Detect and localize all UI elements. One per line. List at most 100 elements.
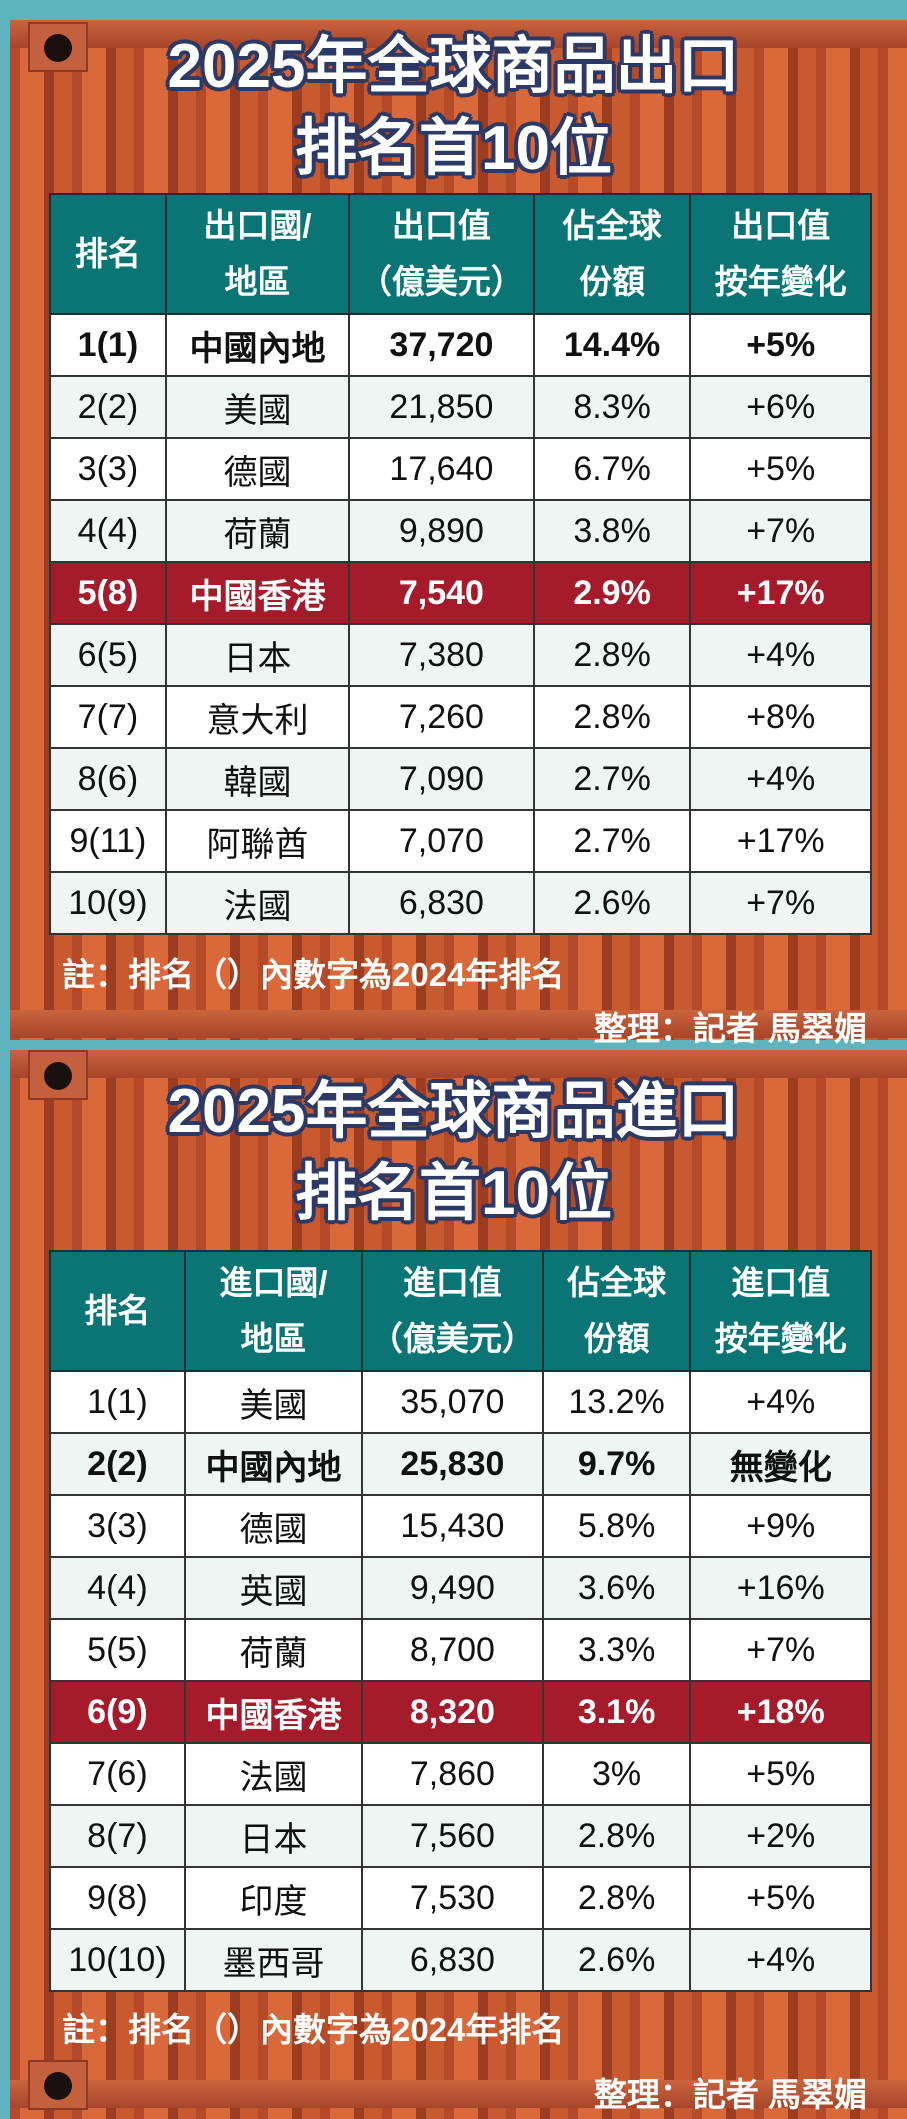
table-cell: 8,320	[361, 1680, 544, 1744]
table-row: 1(1) 美國 35,070 13.2% +4%	[49, 1370, 872, 1434]
table-cell: 2(2)	[49, 1432, 186, 1496]
import-credit: 整理：記者 馬翠媚	[593, 2076, 867, 2113]
container-rail	[10, 1050, 907, 1078]
column-header: 出口國/ 地區	[164, 193, 351, 315]
table-cell: 7,260	[348, 685, 535, 749]
table-cell: 意大利	[164, 685, 351, 749]
table-cell: +9%	[689, 1494, 872, 1558]
table-row: 2(2) 美國 21,850 8.3% +6%	[49, 375, 872, 439]
import-title-line2: 排名首10位	[295, 1159, 612, 1228]
table-cell: +16%	[689, 1556, 872, 1620]
table-row: 4(4) 英國 9,490 3.6% +16%	[49, 1556, 872, 1620]
table-row: 5(5) 荷蘭 8,700 3.3% +7%	[49, 1618, 872, 1682]
table-cell: 6,830	[361, 1928, 544, 1992]
table-cell: 17,640	[348, 437, 535, 501]
table-cell: 37,720	[348, 313, 535, 377]
table-cell: +4%	[689, 1370, 872, 1434]
column-header: 排名	[49, 1250, 186, 1372]
export-note: 註：排名（）內數字為2024年排名	[62, 956, 565, 993]
table-cell: 4(4)	[49, 1556, 186, 1620]
table-row: 10(9) 法國 6,830 2.6% +7%	[49, 871, 872, 935]
table-row: 8(7) 日本 7,560 2.8% +2%	[49, 1804, 872, 1868]
table-cell: 阿聯酋	[164, 809, 351, 873]
table-cell: +4%	[689, 1928, 872, 1992]
container-rail	[10, 1010, 907, 1038]
table-cell: 中國香港	[164, 561, 351, 625]
table-cell: 14.4%	[532, 313, 692, 377]
table-cell: 3.8%	[532, 499, 692, 563]
table-row: 9(11) 阿聯酋 7,070 2.7% +17%	[49, 809, 872, 873]
table-cell: 德國	[183, 1494, 364, 1558]
table-row: 6(5) 日本 7,380 2.8% +4%	[49, 623, 872, 687]
table-cell: 中國香港	[183, 1680, 364, 1744]
table-cell: 2.8%	[532, 623, 692, 687]
table-cell: 英國	[183, 1556, 364, 1620]
table-cell: +17%	[689, 809, 872, 873]
column-header: 進口國/ 地區	[183, 1250, 364, 1372]
table-row: 3(3) 德國 15,430 5.8% +9%	[49, 1494, 872, 1558]
table-cell: 荷蘭	[183, 1618, 364, 1682]
table-row: 8(6) 韓國 7,090 2.7% +4%	[49, 747, 872, 811]
table-cell: 日本	[164, 623, 351, 687]
import-ranking-table: 排名 進口國/ 地區 進口值 （億美元） 佔全球 份額 進口值 按年變化 1(1) 美國 35…	[49, 1250, 872, 1992]
column-header: 進口值 （億美元）	[361, 1250, 544, 1372]
container-corner-hole	[28, 1050, 88, 1100]
table-cell: 韓國	[164, 747, 351, 811]
table-cell: 荷蘭	[164, 499, 351, 563]
column-header: 出口值 按年變化	[689, 193, 872, 315]
table-cell: 35,070	[361, 1370, 544, 1434]
table-cell: +5%	[689, 1742, 872, 1806]
table-cell: 9,490	[361, 1556, 544, 1620]
table-row-highlighted: 6(9) 中國香港 8,320 3.1% +18%	[49, 1680, 872, 1744]
table-cell: 7,090	[348, 747, 535, 811]
table-cell: 7,380	[348, 623, 535, 687]
table-cell: 3.3%	[541, 1618, 692, 1682]
table-cell: 法國	[164, 871, 351, 935]
table-row: 9(8) 印度 7,530 2.8% +5%	[49, 1866, 872, 1930]
table-cell: 6(9)	[49, 1680, 186, 1744]
table-cell: 6,830	[348, 871, 535, 935]
table-cell: 2.7%	[532, 809, 692, 873]
column-header: 排名	[49, 193, 167, 315]
table-cell: 中國內地	[164, 313, 351, 377]
table-cell: 6(5)	[49, 623, 167, 687]
table-cell: +7%	[689, 1618, 872, 1682]
table-cell: 美國	[183, 1370, 364, 1434]
table-cell: +2%	[689, 1804, 872, 1868]
table-cell: 9(8)	[49, 1866, 186, 1930]
column-header: 佔全球 份額	[532, 193, 692, 315]
table-cell: 中國內地	[183, 1432, 364, 1496]
table-row: 1(1) 中國內地 37,720 14.4% +5%	[49, 313, 872, 377]
table-cell: 1(1)	[49, 313, 167, 377]
table-cell: 3(3)	[49, 437, 167, 501]
table-cell: 9(11)	[49, 809, 167, 873]
table-cell: 6.7%	[532, 437, 692, 501]
header-row: 排名 進口國/ 地區 進口值 （億美元） 佔全球 份額 進口值 按年變化	[49, 1250, 872, 1372]
column-header: 進口值 按年變化	[689, 1250, 872, 1372]
table-cell: 25,830	[361, 1432, 544, 1496]
column-header: 出口值 （億美元）	[348, 193, 535, 315]
table-cell: 2.6%	[532, 871, 692, 935]
table-cell: 7(6)	[49, 1742, 186, 1806]
column-header: 佔全球 份額	[541, 1250, 692, 1372]
import-title-line1: 2025年全球商品進口	[167, 1077, 740, 1146]
table-cell: 10(9)	[49, 871, 167, 935]
export-title-line1: 2025年全球商品出口	[167, 32, 740, 101]
table-cell: 3(3)	[49, 1494, 186, 1558]
table-row: 7(6) 法國 7,860 3% +5%	[49, 1742, 872, 1806]
table-cell: 8,700	[361, 1618, 544, 1682]
table-cell: 3.1%	[541, 1680, 692, 1744]
table-cell: 墨西哥	[183, 1928, 364, 1992]
table-cell: +17%	[689, 561, 872, 625]
table-cell: 21,850	[348, 375, 535, 439]
table-cell: 3%	[541, 1742, 692, 1806]
table-row: 10(10) 墨西哥 6,830 2.6% +4%	[49, 1928, 872, 1992]
table-cell: 5(8)	[49, 561, 167, 625]
table-cell: 13.2%	[541, 1370, 692, 1434]
export-ranking-table: 排名 出口國/ 地區 出口值 （億美元） 佔全球 份額 出口值 按年變化 1(1) 中國內地…	[49, 193, 872, 935]
table-cell: 8.3%	[532, 375, 692, 439]
table-cell: 7(7)	[49, 685, 167, 749]
table-row: 7(7) 意大利 7,260 2.8% +8%	[49, 685, 872, 749]
table-cell: +5%	[689, 1866, 872, 1930]
table-cell: 5(5)	[49, 1618, 186, 1682]
